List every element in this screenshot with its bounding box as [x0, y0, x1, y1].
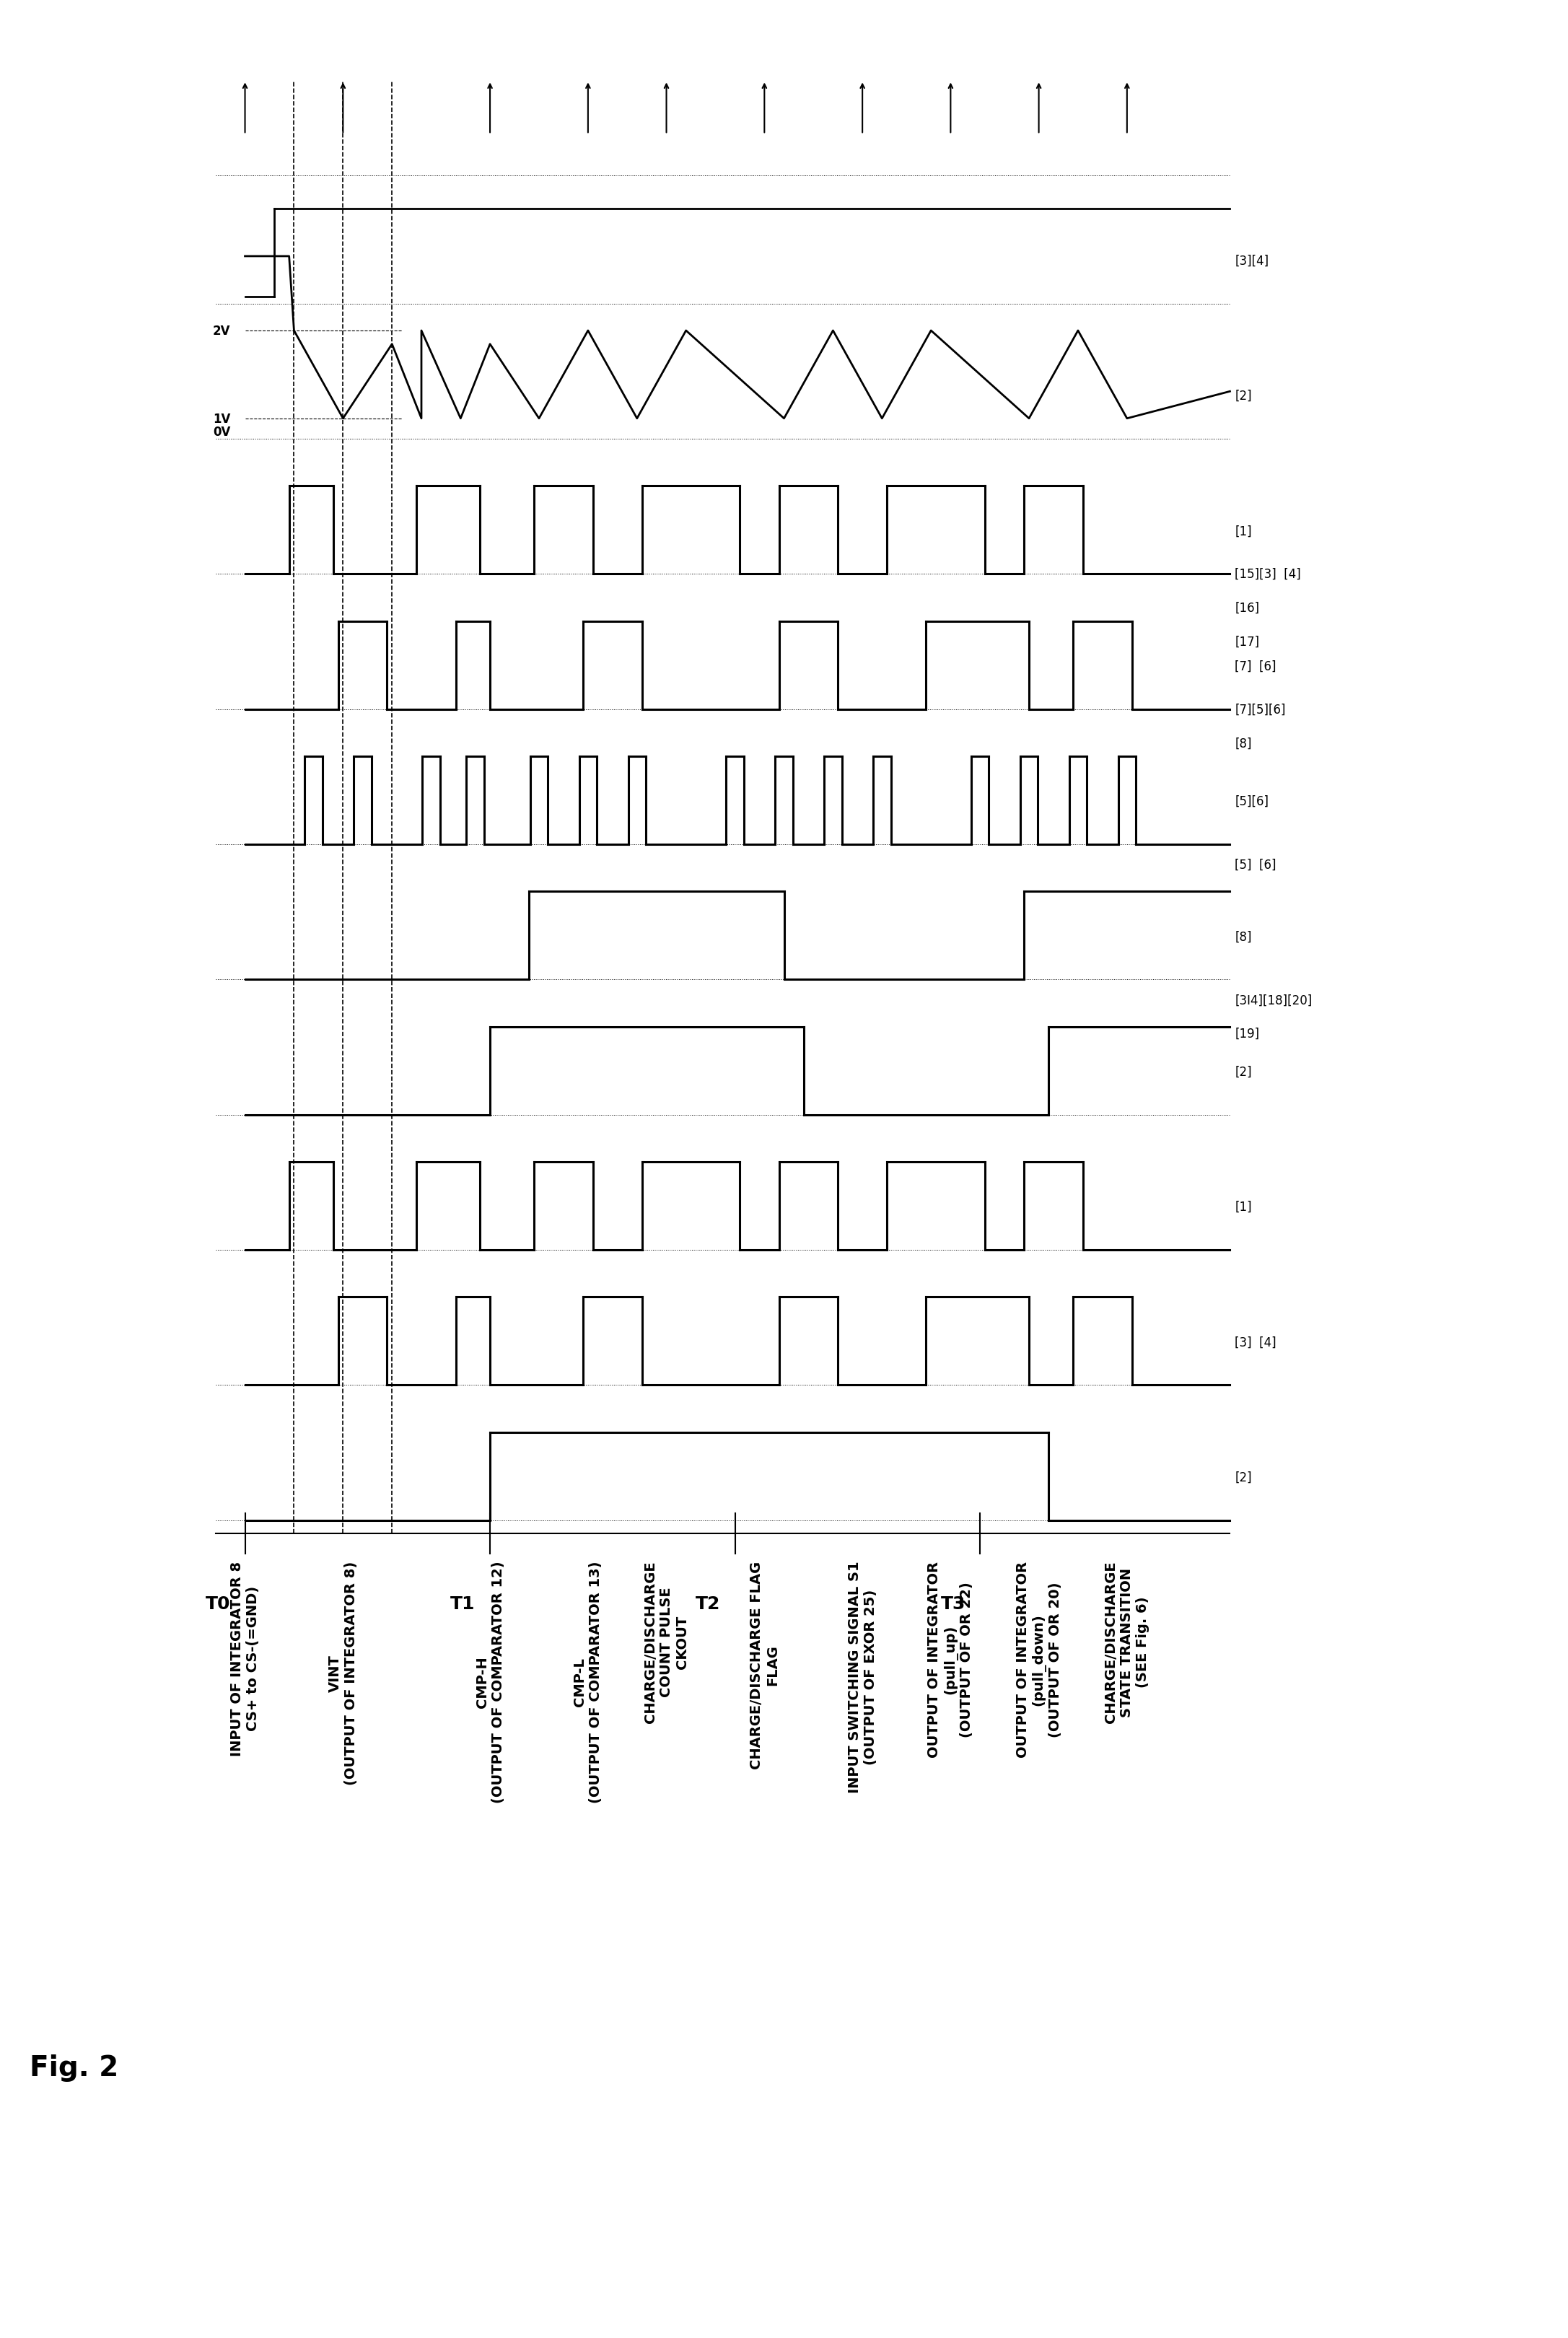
Text: [1]: [1]	[1236, 1199, 1251, 1213]
Text: [8]: [8]	[1236, 736, 1251, 750]
Text: [15][3]  [4]: [15][3] [4]	[1236, 568, 1301, 580]
Text: CHARGE/DISCHARGE
STATE TRANSITION
(SEE Fig. 6): CHARGE/DISCHARGE STATE TRANSITION (SEE F…	[1104, 1562, 1149, 1723]
Text: OUTPUT OF INTEGRATOR
(pull_down)
(OUTPUT OF OR 20): OUTPUT OF INTEGRATOR (pull_down) (OUTPUT…	[1016, 1562, 1062, 1758]
Text: [2]: [2]	[1236, 1066, 1251, 1078]
Text: CHARGE/DISCHARGE FLAG
FLAG: CHARGE/DISCHARGE FLAG FLAG	[750, 1562, 779, 1770]
Text: 1V: 1V	[213, 411, 230, 426]
Text: [5][6]: [5][6]	[1236, 795, 1269, 809]
Text: [2]: [2]	[1236, 390, 1251, 402]
Text: Fig. 2: Fig. 2	[30, 2055, 118, 2081]
Text: INPUT OF INTEGRATOR 8
CS+ to CS-(=GND): INPUT OF INTEGRATOR 8 CS+ to CS-(=GND)	[230, 1562, 260, 1756]
Text: [17]: [17]	[1236, 636, 1259, 648]
Text: 2V: 2V	[213, 325, 230, 337]
Text: CHARGE/DISCHARGE
COUNT PULSE
CKOUT: CHARGE/DISCHARGE COUNT PULSE CKOUT	[644, 1562, 688, 1723]
Text: OUTPUT OF INTEGRATOR
(pull_up)
(OUTPUT OF OR 22): OUTPUT OF INTEGRATOR (pull_up) (OUTPUT O…	[928, 1562, 974, 1758]
Text: [8]: [8]	[1236, 931, 1251, 942]
Text: [7][5][6]: [7][5][6]	[1236, 704, 1286, 715]
Text: [1]: [1]	[1236, 524, 1251, 538]
Text: T2: T2	[696, 1595, 720, 1611]
Text: [19]: [19]	[1236, 1026, 1259, 1040]
Text: [3][4]: [3][4]	[1236, 255, 1269, 267]
Text: CMP-L
(OUTPUT OF COMPARATOR 13): CMP-L (OUTPUT OF COMPARATOR 13)	[574, 1562, 602, 1803]
Text: VINT
(OUTPUT OF INTEGRATOR 8): VINT (OUTPUT OF INTEGRATOR 8)	[328, 1562, 358, 1784]
Text: T3: T3	[941, 1595, 966, 1611]
Text: T0: T0	[205, 1595, 230, 1611]
Text: [5]  [6]: [5] [6]	[1236, 858, 1276, 872]
Text: [2]: [2]	[1236, 1471, 1251, 1485]
Text: INPUT SWITCHING SIGNAL S1
(OUTPUT OF EXOR 25): INPUT SWITCHING SIGNAL S1 (OUTPUT OF EXO…	[848, 1562, 877, 1793]
Text: T1: T1	[450, 1595, 475, 1611]
Text: [3]  [4]: [3] [4]	[1236, 1335, 1276, 1349]
Text: [7]  [6]: [7] [6]	[1236, 659, 1276, 673]
Text: CMP-H
(OUTPUT OF COMPARATOR 12): CMP-H (OUTPUT OF COMPARATOR 12)	[475, 1562, 505, 1803]
Text: [3I4][18][20]: [3I4][18][20]	[1236, 994, 1312, 1008]
Text: 0V: 0V	[213, 426, 230, 440]
Text: [16]: [16]	[1236, 601, 1259, 615]
